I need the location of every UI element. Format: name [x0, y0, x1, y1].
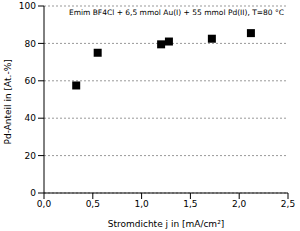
- svg-text:1,5: 1,5: [183, 199, 197, 209]
- svg-text:80: 80: [25, 39, 37, 49]
- svg-text:40: 40: [25, 113, 37, 123]
- html-text:Emim BF4Cl + 6,5 mmol Au(I) +: Emim BF4Cl + 6,5 mmol Au(I) + 55 mmol Pd…: [68, 8, 284, 17]
- svg-text:Stromdichte j in [mA/cm²]: Stromdichte j in [mA/cm²]: [108, 219, 225, 229]
- svg-text:0,5: 0,5: [86, 199, 100, 209]
- svg-text:0,0: 0,0: [37, 199, 52, 209]
- svg-text:1,0: 1,0: [134, 199, 149, 209]
- svg-text:0: 0: [30, 188, 36, 198]
- svg-text:100: 100: [19, 1, 36, 11]
- svg-text:20: 20: [25, 151, 37, 161]
- svg-text:2,0: 2,0: [232, 199, 247, 209]
- svg-text:Pd-Anteil in [At.-%]: Pd-Anteil in [At.-%]: [8, 59, 13, 144]
- svg-text:60: 60: [25, 76, 37, 86]
- svg-text:2,5: 2,5: [281, 199, 292, 209]
